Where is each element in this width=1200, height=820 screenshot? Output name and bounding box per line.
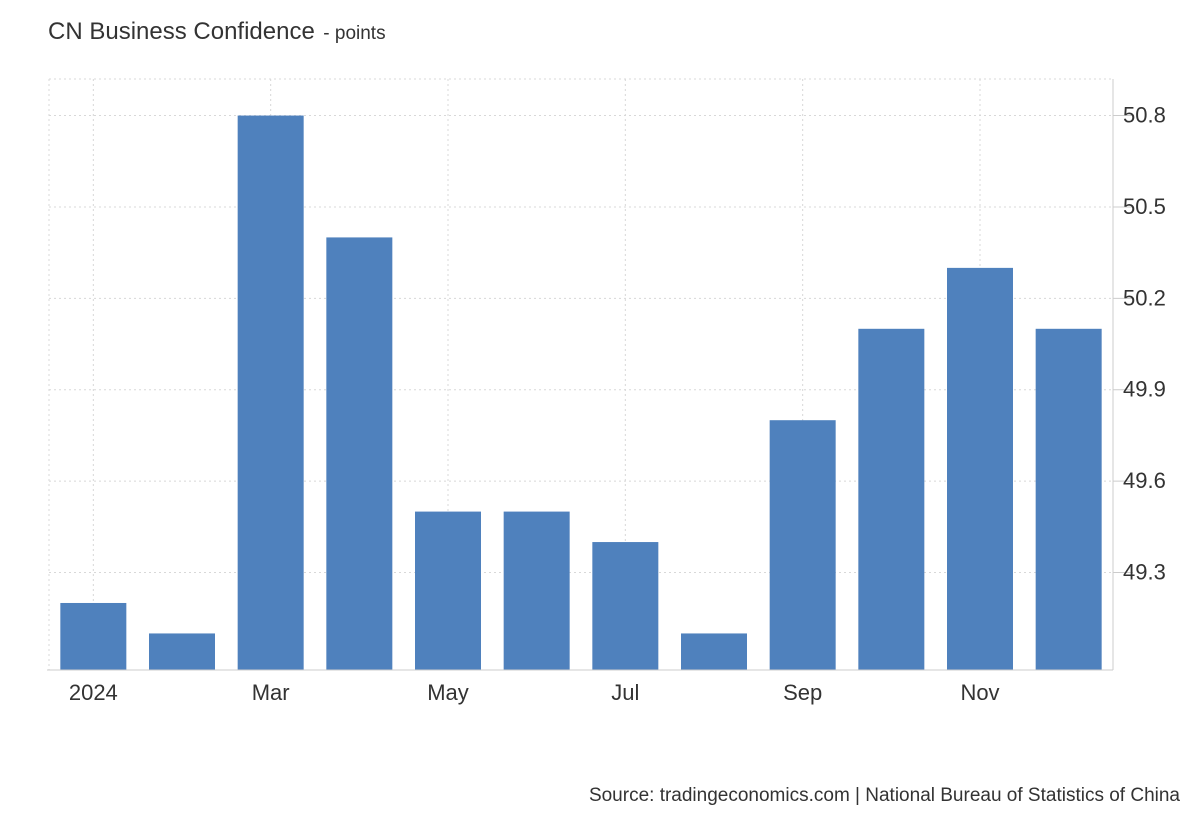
bar-2024-06 — [503, 511, 570, 670]
bar-2024-10 — [858, 328, 925, 670]
x-tick-label: 2024 — [69, 680, 118, 705]
y-tick-label: 49.6 — [1123, 468, 1166, 493]
source-note: Source: tradingeconomics.com | National … — [588, 785, 1180, 806]
y-tick-label: 49.9 — [1123, 377, 1166, 402]
bar-2024-08 — [681, 633, 747, 670]
chart-subtitle: - points — [323, 23, 386, 44]
x-tick-label: Mar — [252, 680, 290, 705]
x-tick-label: May — [427, 680, 469, 705]
bar-2024-04 — [326, 237, 393, 671]
x-tick-label: Nov — [960, 680, 999, 705]
y-tick-label: 50.2 — [1123, 285, 1166, 310]
bar-2024-02 — [149, 633, 215, 670]
bar-2024-11 — [947, 267, 1013, 670]
bar-chart: 49.3 49.6 49.9 50.2 50.5 50.8 2024 Mar May Jul Sep… — [47, 78, 1166, 705]
y-tick-label: 50.5 — [1123, 194, 1166, 219]
bar-2024-01 — [60, 602, 127, 670]
bar-2024-03 — [237, 115, 304, 670]
bar-2024-12 — [1035, 328, 1102, 670]
x-tick-label: Jul — [611, 680, 639, 705]
x-tick-label: Sep — [783, 680, 822, 705]
chart-title: CN Business Confidence — [48, 18, 315, 45]
y-tick-label: 50.8 — [1123, 103, 1166, 128]
bar-2024-07 — [592, 542, 659, 670]
y-tick-label: 49.3 — [1123, 560, 1166, 585]
chart-title-row: CN Business Confidence - points — [48, 18, 386, 46]
bar-2024-05 — [415, 511, 481, 670]
bar-2024-09 — [769, 420, 836, 670]
